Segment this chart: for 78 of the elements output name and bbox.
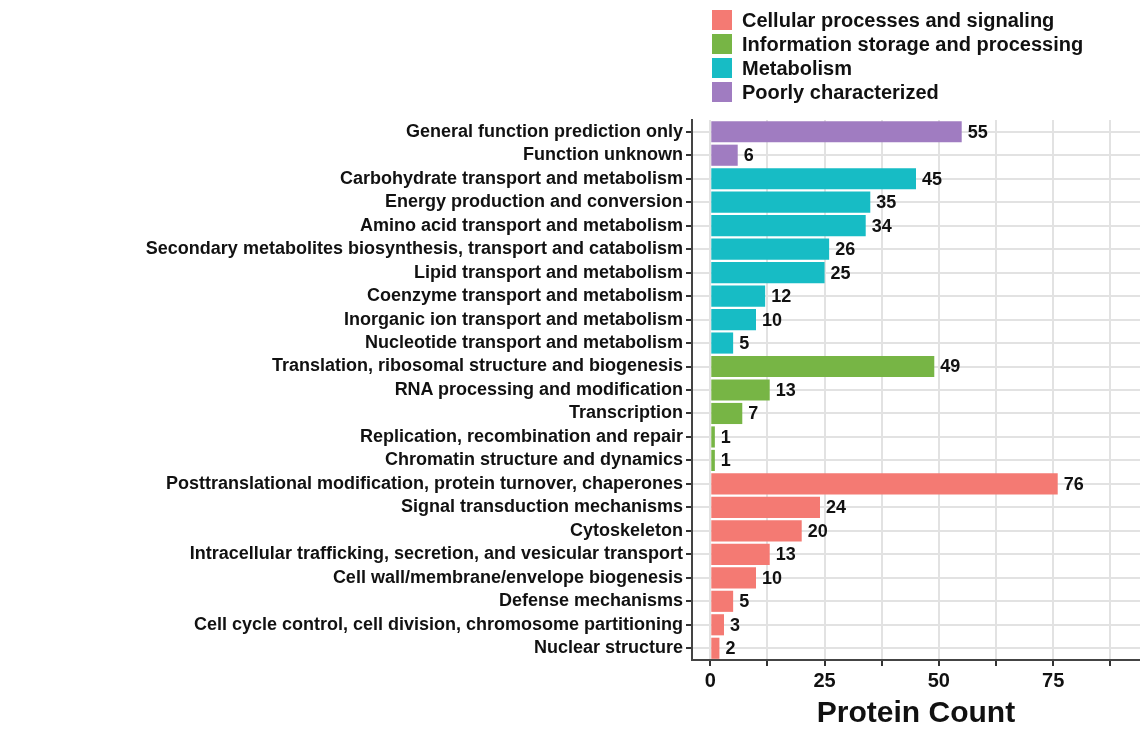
y-tick-label: Function unknown — [523, 144, 683, 165]
bar — [711, 262, 825, 284]
bar — [711, 496, 820, 518]
data-label: 7 — [748, 403, 759, 424]
data-label: 13 — [775, 544, 796, 565]
data-label: 3 — [730, 614, 741, 635]
bar — [711, 309, 756, 331]
y-tick-label: Carbohydrate transport and metabolism — [339, 167, 683, 188]
x-tick-label: 50 — [927, 668, 950, 691]
y-tick-label: Transcription — [568, 402, 683, 423]
legend-label: Poorly characterized — [742, 80, 939, 104]
bar — [711, 567, 756, 589]
y-tick-label: Replication, recombination and repair — [359, 425, 683, 446]
y-tick-label: Chromatin structure and dynamics — [384, 449, 683, 470]
x-tick-label: 75 — [1042, 668, 1065, 691]
data-label: 35 — [876, 192, 897, 213]
x-tick-label: 25 — [813, 668, 836, 691]
y-tick-label: Cytoskeleton — [569, 519, 683, 540]
x-axis-title: Protein Count — [816, 695, 1016, 729]
y-tick-label: Energy production and conversion — [384, 191, 683, 212]
data-label: 6 — [743, 145, 754, 166]
y-tick-label: General function prediction only — [405, 120, 683, 141]
y-tick-label: Secondary metabolites biosynthesis, transport and catabolism — [145, 238, 683, 259]
bar — [711, 449, 715, 471]
data-label: 25 — [830, 262, 851, 283]
bar — [711, 402, 743, 425]
data-label: 13 — [775, 379, 796, 400]
y-tick-label: Cell wall/membrane/envelope biogenesis — [332, 566, 683, 587]
bar — [711, 590, 734, 612]
data-label: 49 — [940, 356, 961, 377]
bar — [711, 473, 1058, 495]
bar — [711, 614, 724, 636]
y-tick-label: RNA processing and modification — [394, 378, 683, 399]
data-label: 34 — [871, 215, 892, 236]
y-tick-label: Signal transduction mechanisms — [400, 496, 683, 517]
bar — [711, 285, 766, 307]
data-label: 20 — [807, 520, 828, 541]
data-label: 5 — [739, 333, 750, 354]
bar — [711, 637, 720, 659]
data-label: 1 — [720, 450, 731, 471]
y-tick-label: Lipid transport and metabolism — [413, 261, 683, 282]
y-tick-label: Defense mechanisms — [498, 590, 683, 611]
y-tick-label: Amino acid transport and metabolism — [359, 214, 683, 235]
bar — [711, 191, 871, 213]
bar — [711, 168, 916, 190]
data-label: 26 — [835, 239, 856, 260]
data-label: 76 — [1063, 473, 1084, 494]
bar — [711, 121, 962, 143]
data-label: 55 — [967, 121, 988, 142]
y-tick-label: Inorganic ion transport and metabolism — [343, 308, 683, 329]
bar — [711, 332, 734, 354]
data-label: 2 — [725, 638, 736, 659]
legend-label: Information storage and processing — [742, 32, 1084, 56]
y-tick-label: Nucleotide transport and metabolism — [364, 332, 683, 353]
legend-label: Cellular processes and signaling — [742, 8, 1055, 32]
y-tick-label: Intracellular trafficking, secretion, and vesicular transport — [189, 543, 683, 564]
data-label: 10 — [762, 567, 783, 588]
data-label: 1 — [720, 426, 731, 447]
bar — [711, 215, 866, 237]
data-label: 24 — [826, 497, 847, 518]
y-tick-label: Cell cycle control, cell division, chromosome partitioning — [193, 613, 683, 634]
y-tick-label: Posttranslational modification, protein turnover, chaperones — [165, 472, 683, 493]
bar — [711, 543, 770, 565]
legend-label: Metabolism — [742, 56, 853, 80]
y-tick-label: Translation, ribosomal structure and biogenesis — [271, 355, 683, 376]
bar — [711, 238, 830, 260]
data-label: 10 — [762, 309, 783, 330]
y-tick-label: Coenzyme transport and metabolism — [366, 285, 683, 306]
data-label: 5 — [739, 591, 750, 612]
x-tick-label: 0 — [704, 668, 716, 691]
bar — [711, 144, 738, 166]
bar — [711, 379, 770, 401]
y-tick-label: Nuclear structure — [533, 637, 683, 658]
bar — [711, 426, 715, 448]
data-label: 45 — [922, 168, 943, 189]
data-label: 12 — [771, 286, 792, 307]
bar — [711, 355, 935, 378]
bar — [711, 520, 802, 542]
